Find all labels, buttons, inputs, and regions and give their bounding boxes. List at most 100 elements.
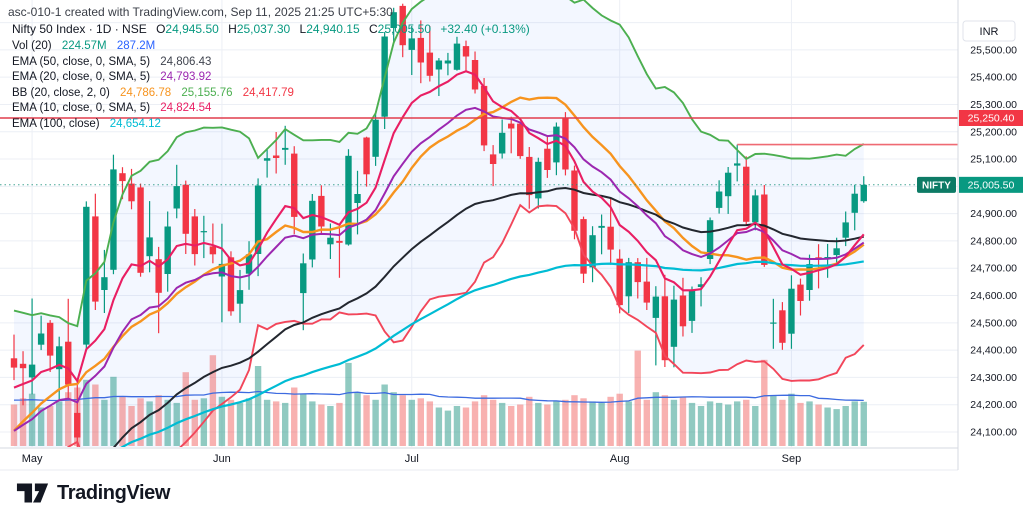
volume-bar	[498, 402, 506, 446]
volume-bar	[209, 355, 217, 446]
candle-body	[128, 183, 135, 202]
volume-bar	[580, 398, 587, 446]
candle-body	[489, 154, 497, 164]
candle-body	[408, 38, 415, 50]
last-price-badge-value: 25,005.50	[968, 179, 1015, 191]
volume-bar	[453, 406, 461, 446]
volume-bar	[399, 395, 406, 446]
volume-bar	[291, 387, 298, 446]
volume-bar	[643, 399, 650, 446]
volume-bar	[426, 401, 434, 446]
candle-body	[706, 220, 714, 259]
candle-body	[498, 132, 506, 154]
candle-body	[788, 288, 795, 334]
legend-row-ema100[interactable]: EMA (100, close) 24,654.12	[12, 117, 530, 131]
candle-body	[580, 219, 587, 274]
volume-bar	[155, 395, 162, 446]
volume-bar	[598, 402, 605, 446]
volume-bar	[381, 384, 388, 446]
currency-button[interactable]: INR	[962, 20, 1016, 42]
ema100-label: EMA (100, close)	[12, 117, 100, 130]
candle-body	[444, 60, 452, 64]
volume-bar	[408, 399, 415, 446]
volume-bar	[806, 401, 813, 446]
ema-20-line	[13, 106, 865, 432]
volume-bar	[417, 398, 424, 446]
legend-row-ema20[interactable]: EMA (20, close, 0, SMA, 5) 24,793.92	[12, 70, 530, 84]
candle-body	[390, 12, 397, 28]
candle-body	[209, 246, 217, 255]
ema10-value: 24,824.54	[160, 102, 212, 114]
legend-row-volume[interactable]: Vol (20) 224.57M 287.2M	[12, 39, 530, 53]
candle-body	[363, 137, 370, 175]
price-axis-tick: 24,400.00	[970, 345, 1017, 357]
legend-symbol-row[interactable]: Nifty 50 Index · 1D · NSE O24,945.50 H25…	[12, 22, 530, 36]
price-axis-tick: 25,100.00	[970, 154, 1017, 166]
volume-bar	[779, 399, 786, 446]
time-axis[interactable]	[0, 448, 958, 471]
volume-bar	[715, 402, 723, 446]
volume-bar	[119, 396, 126, 446]
volume-bar	[236, 402, 244, 446]
candle-body	[860, 184, 867, 202]
volume-bar	[788, 393, 795, 446]
volume-bar	[697, 406, 705, 446]
volume-bar	[372, 399, 379, 446]
open-value: 24,945.50	[165, 22, 219, 36]
volume-bar	[173, 402, 180, 446]
volume-bar	[309, 401, 316, 446]
candle-body	[399, 5, 406, 46]
volume-bar	[489, 399, 497, 446]
volume-value: 224.57M	[61, 40, 107, 52]
candle-body	[453, 43, 461, 70]
legend-row-ema50[interactable]: EMA (50, close, 0, SMA, 5) 24,806.43	[12, 55, 530, 69]
candle-body	[227, 257, 235, 312]
candle-body	[670, 299, 678, 347]
candle-body	[19, 363, 27, 369]
volume-bar	[336, 402, 343, 446]
volume-indicator-label: Vol (20)	[12, 40, 52, 52]
ema50-value: 24,806.43	[160, 55, 212, 68]
candle-body	[715, 191, 723, 208]
volume-bar	[101, 399, 108, 446]
volume-bar	[354, 392, 361, 446]
candle-body	[535, 161, 542, 199]
candle-body	[842, 222, 849, 238]
tradingview-logo[interactable]: TradingView	[16, 479, 170, 507]
volume-ma-value: 287.2M	[116, 40, 156, 52]
price-axis-tick: 24,100.00	[970, 427, 1017, 439]
volume-bar	[517, 404, 524, 446]
tradingview-logo-text: TradingView	[57, 481, 171, 504]
ema100-value: 24,654.12	[109, 117, 161, 130]
candle-body	[155, 259, 162, 293]
price-axis-tick: 24,700.00	[970, 263, 1017, 275]
tradingview-logo-icon	[16, 483, 49, 503]
close-value: 25,005.50	[377, 22, 432, 36]
candle-body	[851, 193, 858, 213]
candle-body	[10, 358, 18, 368]
legend-row-bb[interactable]: BB (20, close, 2, 0) 24,786.78 25,155.76…	[12, 86, 530, 100]
volume-bar	[345, 362, 352, 446]
volume-bar	[833, 409, 840, 446]
high-label: H	[228, 22, 237, 36]
candle-body	[254, 185, 262, 254]
volume-bar	[245, 398, 253, 446]
legend-row-ema10[interactable]: EMA (10, close, 0, SMA, 5) 24,824.54	[12, 101, 530, 115]
volume-bar	[65, 392, 72, 446]
candle-body	[200, 231, 208, 233]
svg-text:25,250.40: 25,250.40	[968, 113, 1015, 125]
candle-body	[182, 184, 189, 234]
volume-bar	[10, 404, 18, 446]
time-axis-label: Sep	[782, 453, 802, 465]
price-axis[interactable]	[958, 0, 1024, 516]
volume-bar	[824, 407, 831, 446]
candle-body	[173, 186, 180, 209]
plot-area[interactable]	[0, 0, 958, 516]
ema50-label: EMA (50, close, 0, SMA, 5)	[12, 55, 151, 68]
time-axis-label: Jul	[405, 453, 419, 465]
candle-body	[734, 163, 741, 166]
volume-bar	[462, 407, 470, 446]
candle-body	[779, 310, 786, 343]
low-value: 24,940.15	[306, 22, 360, 36]
